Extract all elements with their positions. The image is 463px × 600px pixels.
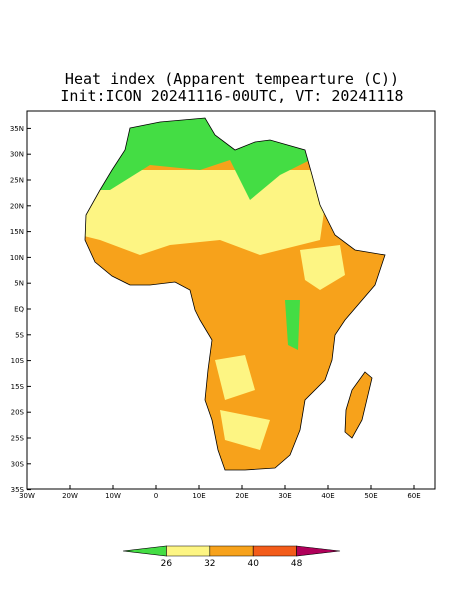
lon-tick-label: 10E <box>192 492 205 500</box>
lat-tick-label: 20S <box>11 409 25 417</box>
lat-tick-label: 30N <box>10 151 24 159</box>
lat-tick-label: 30S <box>11 460 25 468</box>
lat-tick-label: 5N <box>14 280 24 288</box>
lon-tick-label: 40E <box>321 492 334 500</box>
lat-tick-label: EQ <box>14 306 24 314</box>
madagascar <box>344 371 373 439</box>
colorbar-label: 26 <box>161 559 173 569</box>
zone <box>85 170 330 255</box>
lat-tick-label: 35S <box>11 486 25 494</box>
lon-tick-label: 10W <box>105 492 121 500</box>
lat-tick-label: 20N <box>10 202 24 210</box>
colorbar-label: 40 <box>247 559 259 569</box>
colorbar-label: 32 <box>204 559 215 569</box>
lat-tick-label: 25S <box>11 435 25 443</box>
lat-tick-label: 25N <box>10 177 24 185</box>
lat-tick-label: 10S <box>11 357 25 365</box>
axis-ticks: 30W 20W 10W 0 10E 20E 30E 40E 50E 60E 35N 30N 25N 20N… <box>10 125 421 500</box>
lat-tick-label: 15N <box>10 228 24 236</box>
lon-tick-label: 60E <box>407 492 420 500</box>
colorbar: 26 32 40 48 <box>122 545 341 569</box>
lon-tick-label: 0 <box>154 492 158 500</box>
title-line: Init:ICON 20241116-00UTC, VT: 20241118 <box>60 87 403 105</box>
lat-tick-label: 15S <box>11 383 25 391</box>
colorbar-box <box>166 545 211 557</box>
lon-tick-label: 20W <box>62 492 78 500</box>
colorbar-label: 48 <box>291 559 303 569</box>
lat-tick-label: 10N <box>10 254 24 262</box>
coastline <box>84 117 386 471</box>
lat-tick-label: 5S <box>15 331 24 339</box>
lon-tick-label: 30E <box>278 492 291 500</box>
colorbar-box <box>252 545 297 557</box>
lon-tick-label: 20E <box>235 492 248 500</box>
lon-tick-label: 30W <box>19 492 35 500</box>
zone <box>285 300 300 350</box>
colorbar-box <box>122 545 167 557</box>
colorbar-box <box>296 545 341 557</box>
colorbar-box <box>209 545 254 557</box>
title-line: Heat index (Apparent tempearture (C)) <box>65 70 399 88</box>
lat-tick-label: 35N <box>10 125 24 133</box>
zone <box>215 355 255 400</box>
lon-tick-label: 50E <box>364 492 377 500</box>
zone <box>220 410 270 450</box>
zone <box>300 245 345 290</box>
